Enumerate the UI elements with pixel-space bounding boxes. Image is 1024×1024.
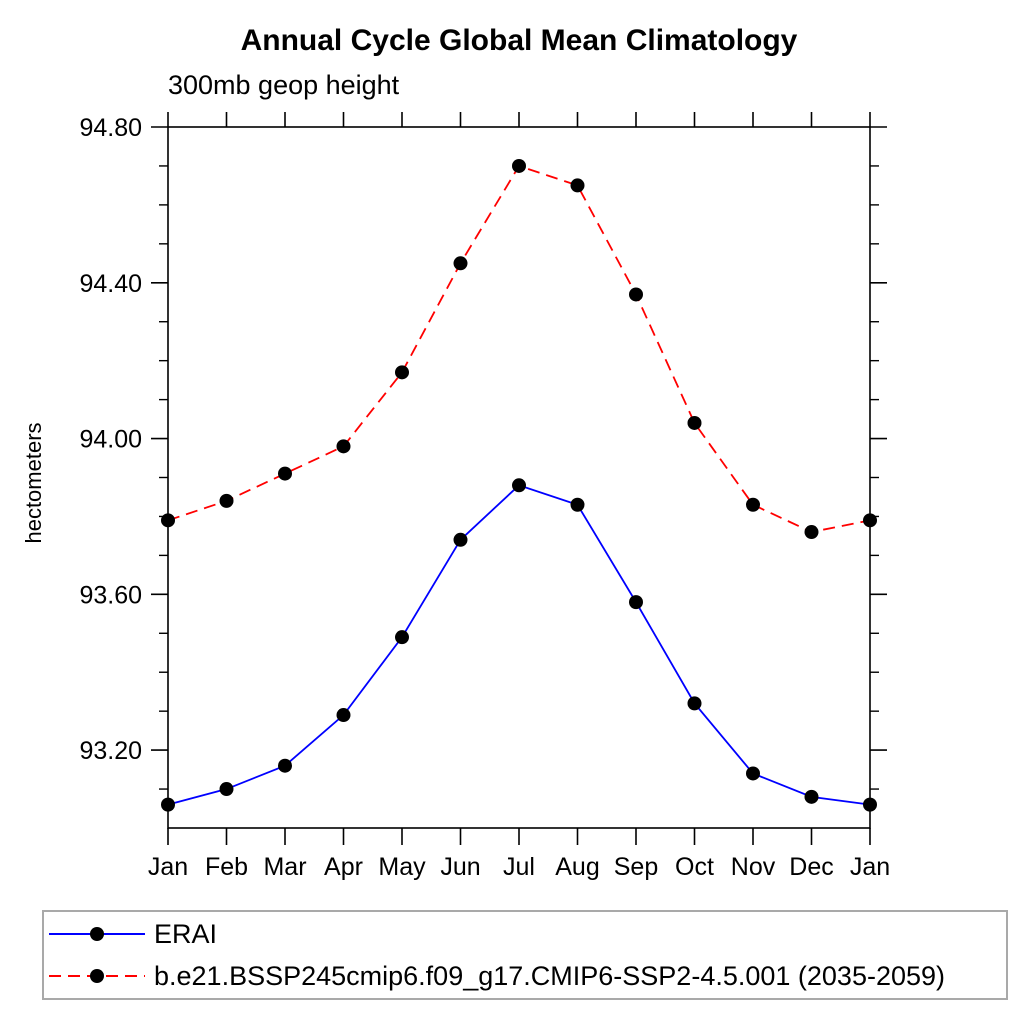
y-axis-tick-label: 94.80 xyxy=(79,114,142,142)
data-point-marker xyxy=(161,797,175,812)
y-axis-tick-label: 94.40 xyxy=(79,270,142,298)
data-point-marker xyxy=(863,797,877,812)
data-point-marker xyxy=(570,497,585,512)
legend-line-sample-dashed xyxy=(49,968,145,984)
legend-label-erai: ERAI xyxy=(154,918,218,949)
data-point-marker xyxy=(512,158,526,173)
series-line-dashed xyxy=(167,164,871,533)
series-line-solid xyxy=(167,484,871,806)
x-axis-tick-label: Jul xyxy=(503,853,535,881)
data-point-marker xyxy=(395,365,409,380)
x-axis-tick-label: Jun xyxy=(440,853,480,881)
x-axis-tick-label: Feb xyxy=(205,853,248,881)
data-point-marker xyxy=(687,696,702,711)
legend-item-model: b.e21.BSSP245cmip6.f09_g17.CMIP6-SSP2-4.… xyxy=(44,956,1006,996)
legend-line-sample-solid xyxy=(49,926,145,942)
x-axis-tick-label: Jan xyxy=(148,853,188,881)
data-point-marker xyxy=(804,789,819,804)
y-axis-tick-label: 93.60 xyxy=(79,581,142,609)
y-axis-tick-label: 93.20 xyxy=(79,737,142,765)
data-point-marker xyxy=(219,493,234,508)
data-point-marker xyxy=(629,595,643,610)
chart-subtitle: 300mb geop height xyxy=(168,70,400,100)
y-axis-tick-label: 94.00 xyxy=(79,426,142,454)
data-point-marker xyxy=(278,466,292,481)
data-point-marker xyxy=(746,497,760,512)
legend-marker-dot-icon xyxy=(90,969,104,983)
data-point-marker xyxy=(687,415,702,430)
data-point-marker xyxy=(395,630,409,645)
x-axis-tick-label: Mar xyxy=(263,853,306,881)
data-point-marker xyxy=(746,766,760,781)
x-axis-tick-label: Dec xyxy=(789,853,833,881)
chart-title: Annual Cycle Global Mean Climatology xyxy=(240,24,798,57)
axis-frame xyxy=(167,126,871,829)
data-point-marker xyxy=(219,782,234,797)
data-point-marker xyxy=(863,513,877,528)
data-point-marker xyxy=(570,178,585,193)
legend-marker-dot-icon xyxy=(90,927,104,941)
legend-item-erai: ERAI xyxy=(44,914,1006,954)
x-axis-tick-label: Apr xyxy=(324,853,363,881)
data-point-marker xyxy=(161,513,175,528)
x-axis-tick-label: Nov xyxy=(731,853,776,881)
legend: ERAI b.e21.BSSP245cmip6.f09_g17.CMIP6-SS… xyxy=(42,910,1008,1000)
data-point-marker xyxy=(278,758,292,773)
data-point-marker xyxy=(453,532,468,547)
x-axis-tick-label: Sep xyxy=(614,853,658,881)
x-axis-tick-label: Aug xyxy=(555,853,599,881)
data-point-marker xyxy=(453,256,468,271)
data-point-marker xyxy=(512,478,526,493)
data-point-marker xyxy=(804,525,819,540)
x-axis-tick-label: Jan xyxy=(850,853,890,881)
data-point-marker xyxy=(336,439,351,454)
x-axis-tick-label: Oct xyxy=(675,853,714,881)
data-point-marker xyxy=(629,287,643,302)
legend-label-model: b.e21.BSSP245cmip6.f09_g17.CMIP6-SSP2-4.… xyxy=(154,960,946,991)
data-point-marker xyxy=(336,708,351,723)
x-axis-tick-label: May xyxy=(378,853,426,881)
